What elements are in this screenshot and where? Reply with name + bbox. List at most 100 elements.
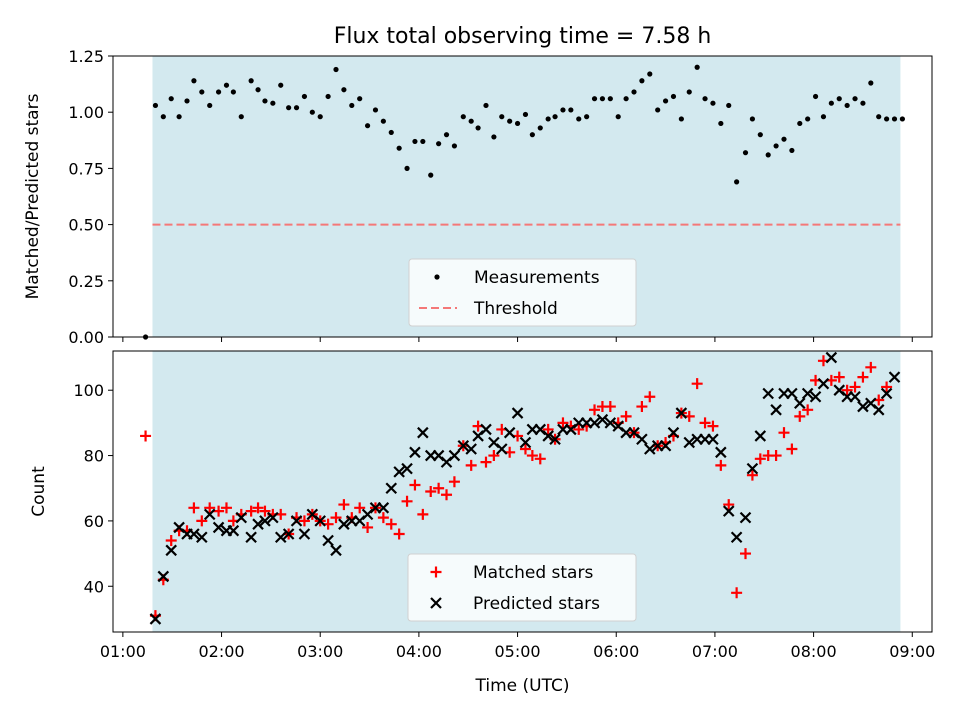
predicted-star-point xyxy=(401,462,413,475)
matched-star-point xyxy=(841,384,853,396)
matched-star-point xyxy=(802,404,814,416)
predicted-star-point xyxy=(330,544,342,557)
matched-star-point xyxy=(519,443,531,455)
predicted-star-point xyxy=(817,377,830,390)
measurement-point xyxy=(584,114,590,120)
predicted-star-point xyxy=(235,511,248,524)
measurement-point xyxy=(820,114,827,120)
matched-star-point xyxy=(330,512,342,524)
measurement-point xyxy=(884,116,890,122)
count-x-ticks: 01:00 02:00 03:00 04:00 05:00 06:00 07:00 08:00… xyxy=(100,632,935,661)
measurement-point xyxy=(734,179,740,185)
measurement-point xyxy=(860,100,866,106)
measurement-point xyxy=(184,98,190,104)
measurement-point xyxy=(812,93,819,100)
measurement-point xyxy=(507,118,513,124)
predicted-star-point xyxy=(825,351,838,364)
measurement-point xyxy=(868,80,874,86)
predicted-star-point xyxy=(542,430,554,442)
x-tick-label: 09:00 xyxy=(889,642,935,661)
predicted-star-point xyxy=(314,515,326,527)
measurement-point xyxy=(168,96,174,102)
matched-star-point xyxy=(377,512,389,524)
predicted-star-point xyxy=(457,439,470,452)
predicted-star-point xyxy=(274,531,287,544)
matched-star-point xyxy=(620,410,632,422)
measurement-point xyxy=(223,82,230,88)
measurement-point xyxy=(742,150,749,156)
measurement-point xyxy=(475,125,481,131)
predicted-star-point xyxy=(203,508,216,521)
x-tick-label: 03:00 xyxy=(297,642,343,661)
matched-star-point xyxy=(385,518,397,530)
matched-star-point xyxy=(204,502,216,514)
measurement-point xyxy=(349,102,355,109)
measurement-point xyxy=(412,138,418,145)
matched-star-point xyxy=(213,505,225,517)
measurement-point xyxy=(781,136,787,142)
y-tick-label: 1.00 xyxy=(68,103,104,122)
predicted-star-point xyxy=(188,528,200,540)
matched-star-point xyxy=(849,381,861,393)
measurement-point xyxy=(749,116,756,122)
matched-star-point xyxy=(425,486,437,497)
measurement-point xyxy=(396,145,402,151)
matched-star-point xyxy=(433,482,445,494)
predicted-star-point xyxy=(393,466,405,478)
measurement-point xyxy=(176,114,182,120)
predicted-star-point xyxy=(746,462,759,475)
measurement-point xyxy=(270,100,276,106)
measurement-point xyxy=(357,96,363,102)
matched-star-point xyxy=(165,535,177,547)
predicted-star-point xyxy=(739,511,752,524)
predicted-star-point xyxy=(604,417,617,429)
x-tick-label: 02:00 xyxy=(198,642,244,661)
predicted-star-point xyxy=(252,518,264,530)
y-tick-label: 40 xyxy=(84,577,104,596)
measurement-point xyxy=(436,141,442,147)
predicted-star-point xyxy=(480,423,492,436)
predicted-star-point xyxy=(259,515,271,527)
predicted-star-point xyxy=(675,407,688,419)
measurement-point xyxy=(451,143,458,149)
measurement-point xyxy=(160,114,166,120)
matched-star-point xyxy=(140,430,152,442)
matched-star-point xyxy=(778,427,790,439)
matched-star-point xyxy=(573,423,585,435)
measurement-point xyxy=(891,116,898,122)
matched-star-point xyxy=(746,469,758,481)
measurement-point xyxy=(702,96,708,102)
measurement-point xyxy=(388,129,394,136)
measurement-point xyxy=(631,89,637,95)
measurement-point xyxy=(591,96,598,102)
matched-star-point xyxy=(731,587,743,599)
count-legend: Matched stars Predicted stars xyxy=(407,553,637,622)
matched-star-point xyxy=(699,417,711,429)
measurement-point xyxy=(607,96,613,102)
measurement-point xyxy=(805,116,811,122)
count-y-ticks: 40 60 80 100 xyxy=(73,381,113,596)
measurement-point xyxy=(491,134,497,140)
measurement-point xyxy=(301,93,308,100)
y-tick-label: 0.25 xyxy=(68,272,104,291)
predicted-star-point xyxy=(549,433,561,445)
ratio-y-axis-label: Matched/Predicted stars xyxy=(23,93,43,299)
measurement-point xyxy=(757,132,763,138)
ratio-panel: 0.00 0.25 0.50 0.75 1.00 1.25 Flux total obse… xyxy=(23,24,933,347)
measurement-point xyxy=(443,132,450,138)
measurement-point xyxy=(844,102,850,109)
measurement-point xyxy=(404,165,410,171)
x-tick-label: 05:00 xyxy=(495,642,541,661)
predicted-star-point xyxy=(157,570,170,583)
predicted-star-point xyxy=(715,446,727,459)
predicted-star-point xyxy=(762,387,774,400)
measurement-point xyxy=(428,172,434,178)
matched-star-point xyxy=(754,453,766,465)
predicted-star-point xyxy=(872,404,885,416)
measurement-point xyxy=(514,120,521,127)
time-x-axis-label: Time (UTC) xyxy=(475,676,570,696)
predicted-star-point xyxy=(338,518,350,530)
predicted-star-point xyxy=(448,449,461,462)
predicted-star-point xyxy=(880,387,893,400)
matched-star-point xyxy=(393,528,405,540)
